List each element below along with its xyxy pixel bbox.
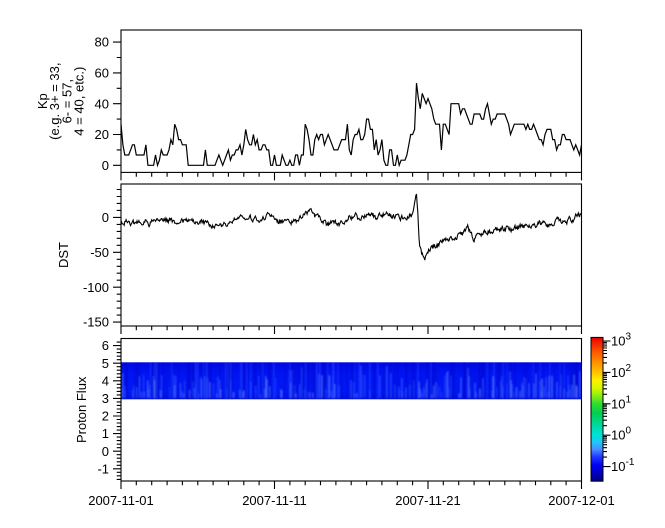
svg-text:0: 0 — [102, 210, 109, 225]
svg-text:2: 2 — [626, 363, 632, 374]
svg-text:2007-12-01: 2007-12-01 — [548, 493, 615, 508]
svg-text:3: 3 — [102, 391, 109, 406]
svg-text:-150: -150 — [83, 315, 109, 330]
svg-text:1: 1 — [102, 426, 109, 441]
svg-text:-1: -1 — [626, 457, 635, 468]
svg-text:60: 60 — [95, 66, 109, 81]
svg-text:1: 1 — [626, 394, 632, 405]
svg-text:0: 0 — [102, 444, 109, 459]
svg-text:10: 10 — [611, 365, 625, 380]
svg-text:Kp: Kp — [35, 93, 50, 109]
svg-text:10: 10 — [611, 334, 625, 349]
svg-text:10: 10 — [611, 459, 625, 474]
svg-text:10: 10 — [611, 428, 625, 443]
svg-text:3: 3 — [626, 332, 632, 343]
svg-text:-1: -1 — [97, 461, 109, 476]
svg-text:4 = 40, etc.): 4 = 40, etc.) — [72, 67, 87, 136]
svg-text:Proton Flux: Proton Flux — [74, 376, 89, 443]
svg-text:6- = 57,: 6- = 57, — [59, 79, 74, 123]
svg-text:20: 20 — [95, 127, 109, 142]
svg-text:10: 10 — [611, 396, 625, 411]
svg-text:0: 0 — [626, 426, 632, 437]
svg-text:6: 6 — [102, 338, 109, 353]
svg-text:80: 80 — [95, 35, 109, 50]
svg-text:2: 2 — [102, 409, 109, 424]
svg-text:2007-11-01: 2007-11-01 — [88, 493, 154, 508]
svg-text:DST: DST — [56, 242, 71, 268]
svg-text:(e.g. 3+ = 33,: (e.g. 3+ = 33, — [47, 63, 62, 140]
svg-text:0: 0 — [102, 158, 109, 173]
svg-text:5: 5 — [102, 356, 109, 371]
svg-text:-100: -100 — [83, 280, 109, 295]
svg-text:-50: -50 — [90, 245, 109, 260]
svg-text:4: 4 — [102, 373, 109, 388]
svg-text:2007-11-11: 2007-11-11 — [242, 493, 307, 508]
svg-text:2007-11-21: 2007-11-21 — [395, 493, 461, 508]
svg-text:40: 40 — [95, 96, 109, 111]
